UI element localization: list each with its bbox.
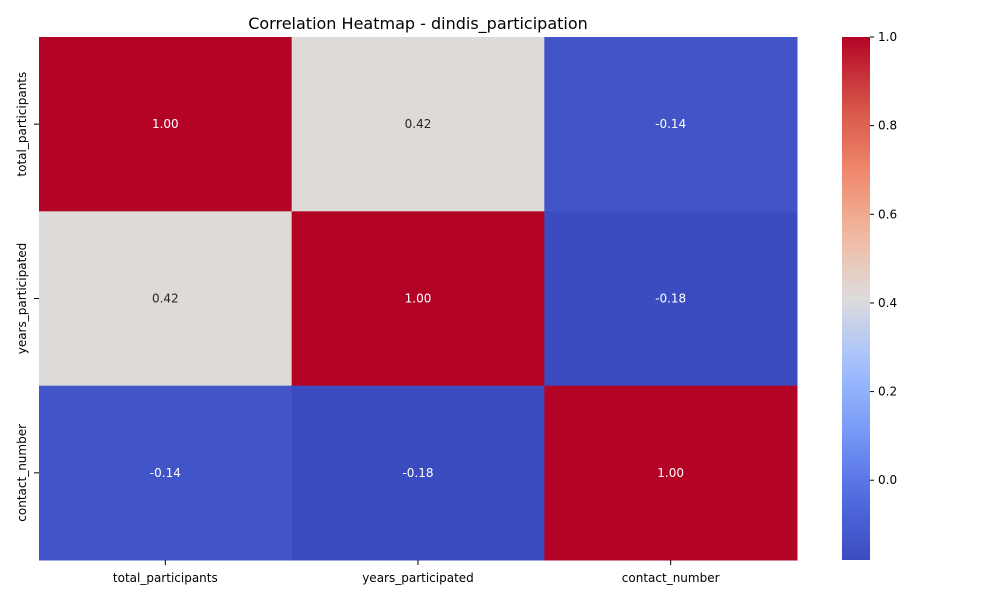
y-tick-label: total_participants [15,72,29,177]
colorbar-tick-label: 0.4 [878,296,897,310]
heatmap-cell [544,211,798,387]
cell-value-label: -0.14 [655,117,686,131]
heatmap-cell-labels: 1.00 0.42 -0.14 0.42 1.00 -0.18 -0.14 -0.18 1.00 [150,117,686,480]
colorbar-tick-label: 0.8 [878,119,897,133]
y-tick-label: contact_number [15,424,29,522]
colorbar-tick-label: 0.6 [878,207,897,221]
colorbar-tick-label: 0.0 [878,473,897,487]
cell-value-label: -0.14 [150,466,181,480]
heatmap-cells [39,37,798,561]
heatmap-cell [291,385,545,561]
heatmap-cell [39,211,293,387]
heatmap-cell [291,211,545,387]
cell-value-label: 1.00 [657,466,684,480]
heatmap-cell [291,37,545,212]
x-tick-label: total_participants [113,571,218,585]
colorbar-tick-label: 1.0 [878,30,897,44]
x-tick-label: years_participated [362,571,474,585]
heatmap-cell [39,385,293,561]
cell-value-label: 0.42 [152,292,179,306]
y-axis: total_participants years_participatedcont… [15,72,39,522]
heatmap-cell [544,37,798,212]
cell-value-label: -0.18 [402,466,433,480]
x-axis: total_participants years_participated cont… [113,560,720,585]
y-tick-label: years_participated [15,243,29,355]
cell-value-label: 0.42 [405,117,432,131]
heatmap-cell [544,385,798,561]
cell-value-label: -0.18 [655,292,686,306]
colorbar: 0.0 0.2 0.4 0.6 0.8 1.0 [842,30,897,560]
cell-value-label: 1.00 [152,117,179,131]
colorbar-gradient [842,37,870,560]
heatmap-cell [39,37,293,212]
chart-title: Correlation Heatmap - dindis_participati… [248,14,588,34]
cell-value-label: 1.00 [405,292,432,306]
colorbar-tick-label: 0.2 [878,385,897,399]
x-tick-label: contact_number [622,571,720,585]
